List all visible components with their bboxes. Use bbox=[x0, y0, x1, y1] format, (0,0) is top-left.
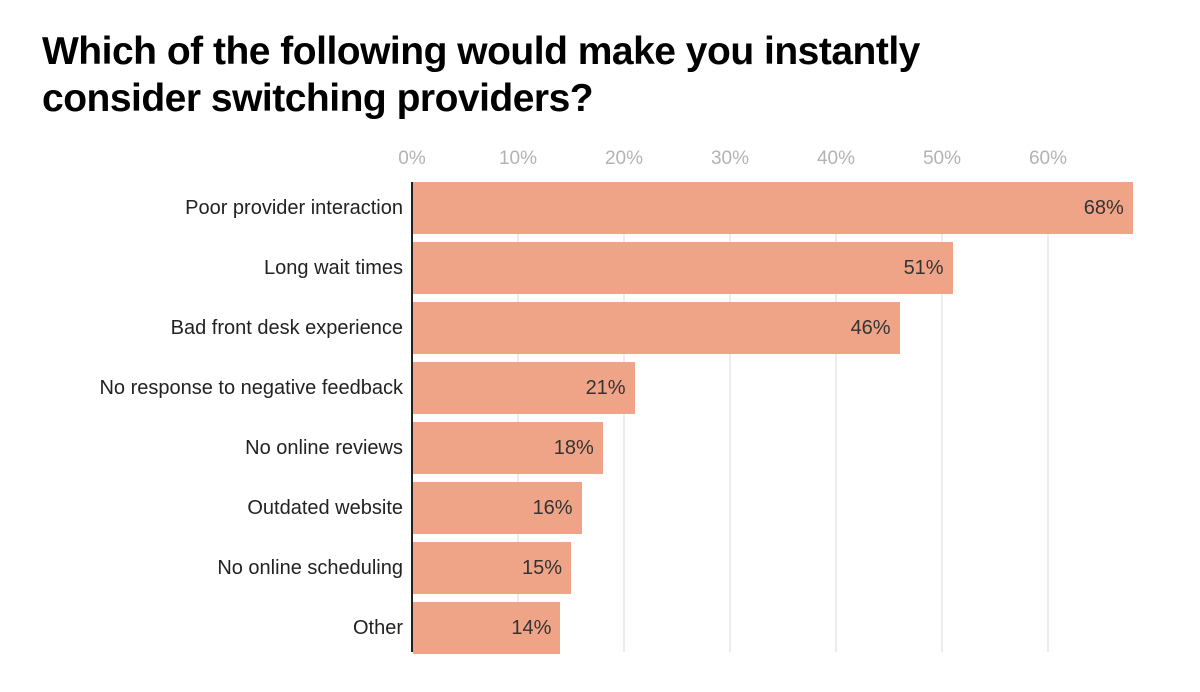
category-label: Bad front desk experience bbox=[170, 317, 403, 339]
x-tick-label: 50% bbox=[922, 148, 962, 169]
bar-value-label: 51% bbox=[903, 257, 944, 279]
bar-value-label: 46% bbox=[850, 317, 891, 339]
category-label: No online reviews bbox=[245, 437, 403, 459]
x-tick-label: 20% bbox=[604, 148, 644, 169]
gridline bbox=[517, 182, 519, 652]
bar: 46% bbox=[413, 302, 900, 354]
gridline bbox=[1047, 182, 1049, 652]
bar: 14% bbox=[413, 602, 561, 654]
y-axis-line bbox=[411, 182, 413, 652]
bar: 51% bbox=[413, 242, 953, 294]
x-tick-label: 10% bbox=[498, 148, 538, 169]
gridline bbox=[729, 182, 731, 652]
chart-title: Which of the following would make you in… bbox=[42, 28, 1042, 122]
bar: 21% bbox=[413, 362, 635, 414]
category-label: No response to negative feedback bbox=[99, 377, 403, 399]
x-tick-label: 40% bbox=[816, 148, 856, 169]
gridline bbox=[835, 182, 837, 652]
category-label: No online scheduling bbox=[217, 557, 403, 579]
bar-value-label: 21% bbox=[585, 377, 626, 399]
bar-value-label: 68% bbox=[1083, 197, 1124, 219]
bar-value-label: 14% bbox=[511, 617, 552, 639]
chart-title-line-1: Which of the following would make you in… bbox=[42, 30, 920, 73]
chart-title-line-2: consider switching providers? bbox=[42, 77, 594, 120]
category-label: Other bbox=[352, 617, 403, 639]
gridline bbox=[623, 182, 625, 652]
x-tick-label: 0% bbox=[398, 148, 426, 169]
bar-value-label: 15% bbox=[521, 557, 562, 579]
bar: 16% bbox=[413, 482, 582, 534]
category-label: Poor provider interaction bbox=[185, 197, 403, 219]
bar: 15% bbox=[413, 542, 571, 594]
bar: 68% bbox=[413, 182, 1133, 234]
bar-value-label: 16% bbox=[532, 497, 573, 519]
category-label: Outdated website bbox=[247, 497, 403, 519]
gridline bbox=[941, 182, 943, 652]
category-label: Long wait times bbox=[264, 257, 403, 279]
bar: 18% bbox=[413, 422, 603, 474]
bar-value-label: 18% bbox=[553, 437, 594, 459]
x-tick-label: 30% bbox=[710, 148, 750, 169]
x-tick-label: 60% bbox=[1028, 148, 1068, 169]
